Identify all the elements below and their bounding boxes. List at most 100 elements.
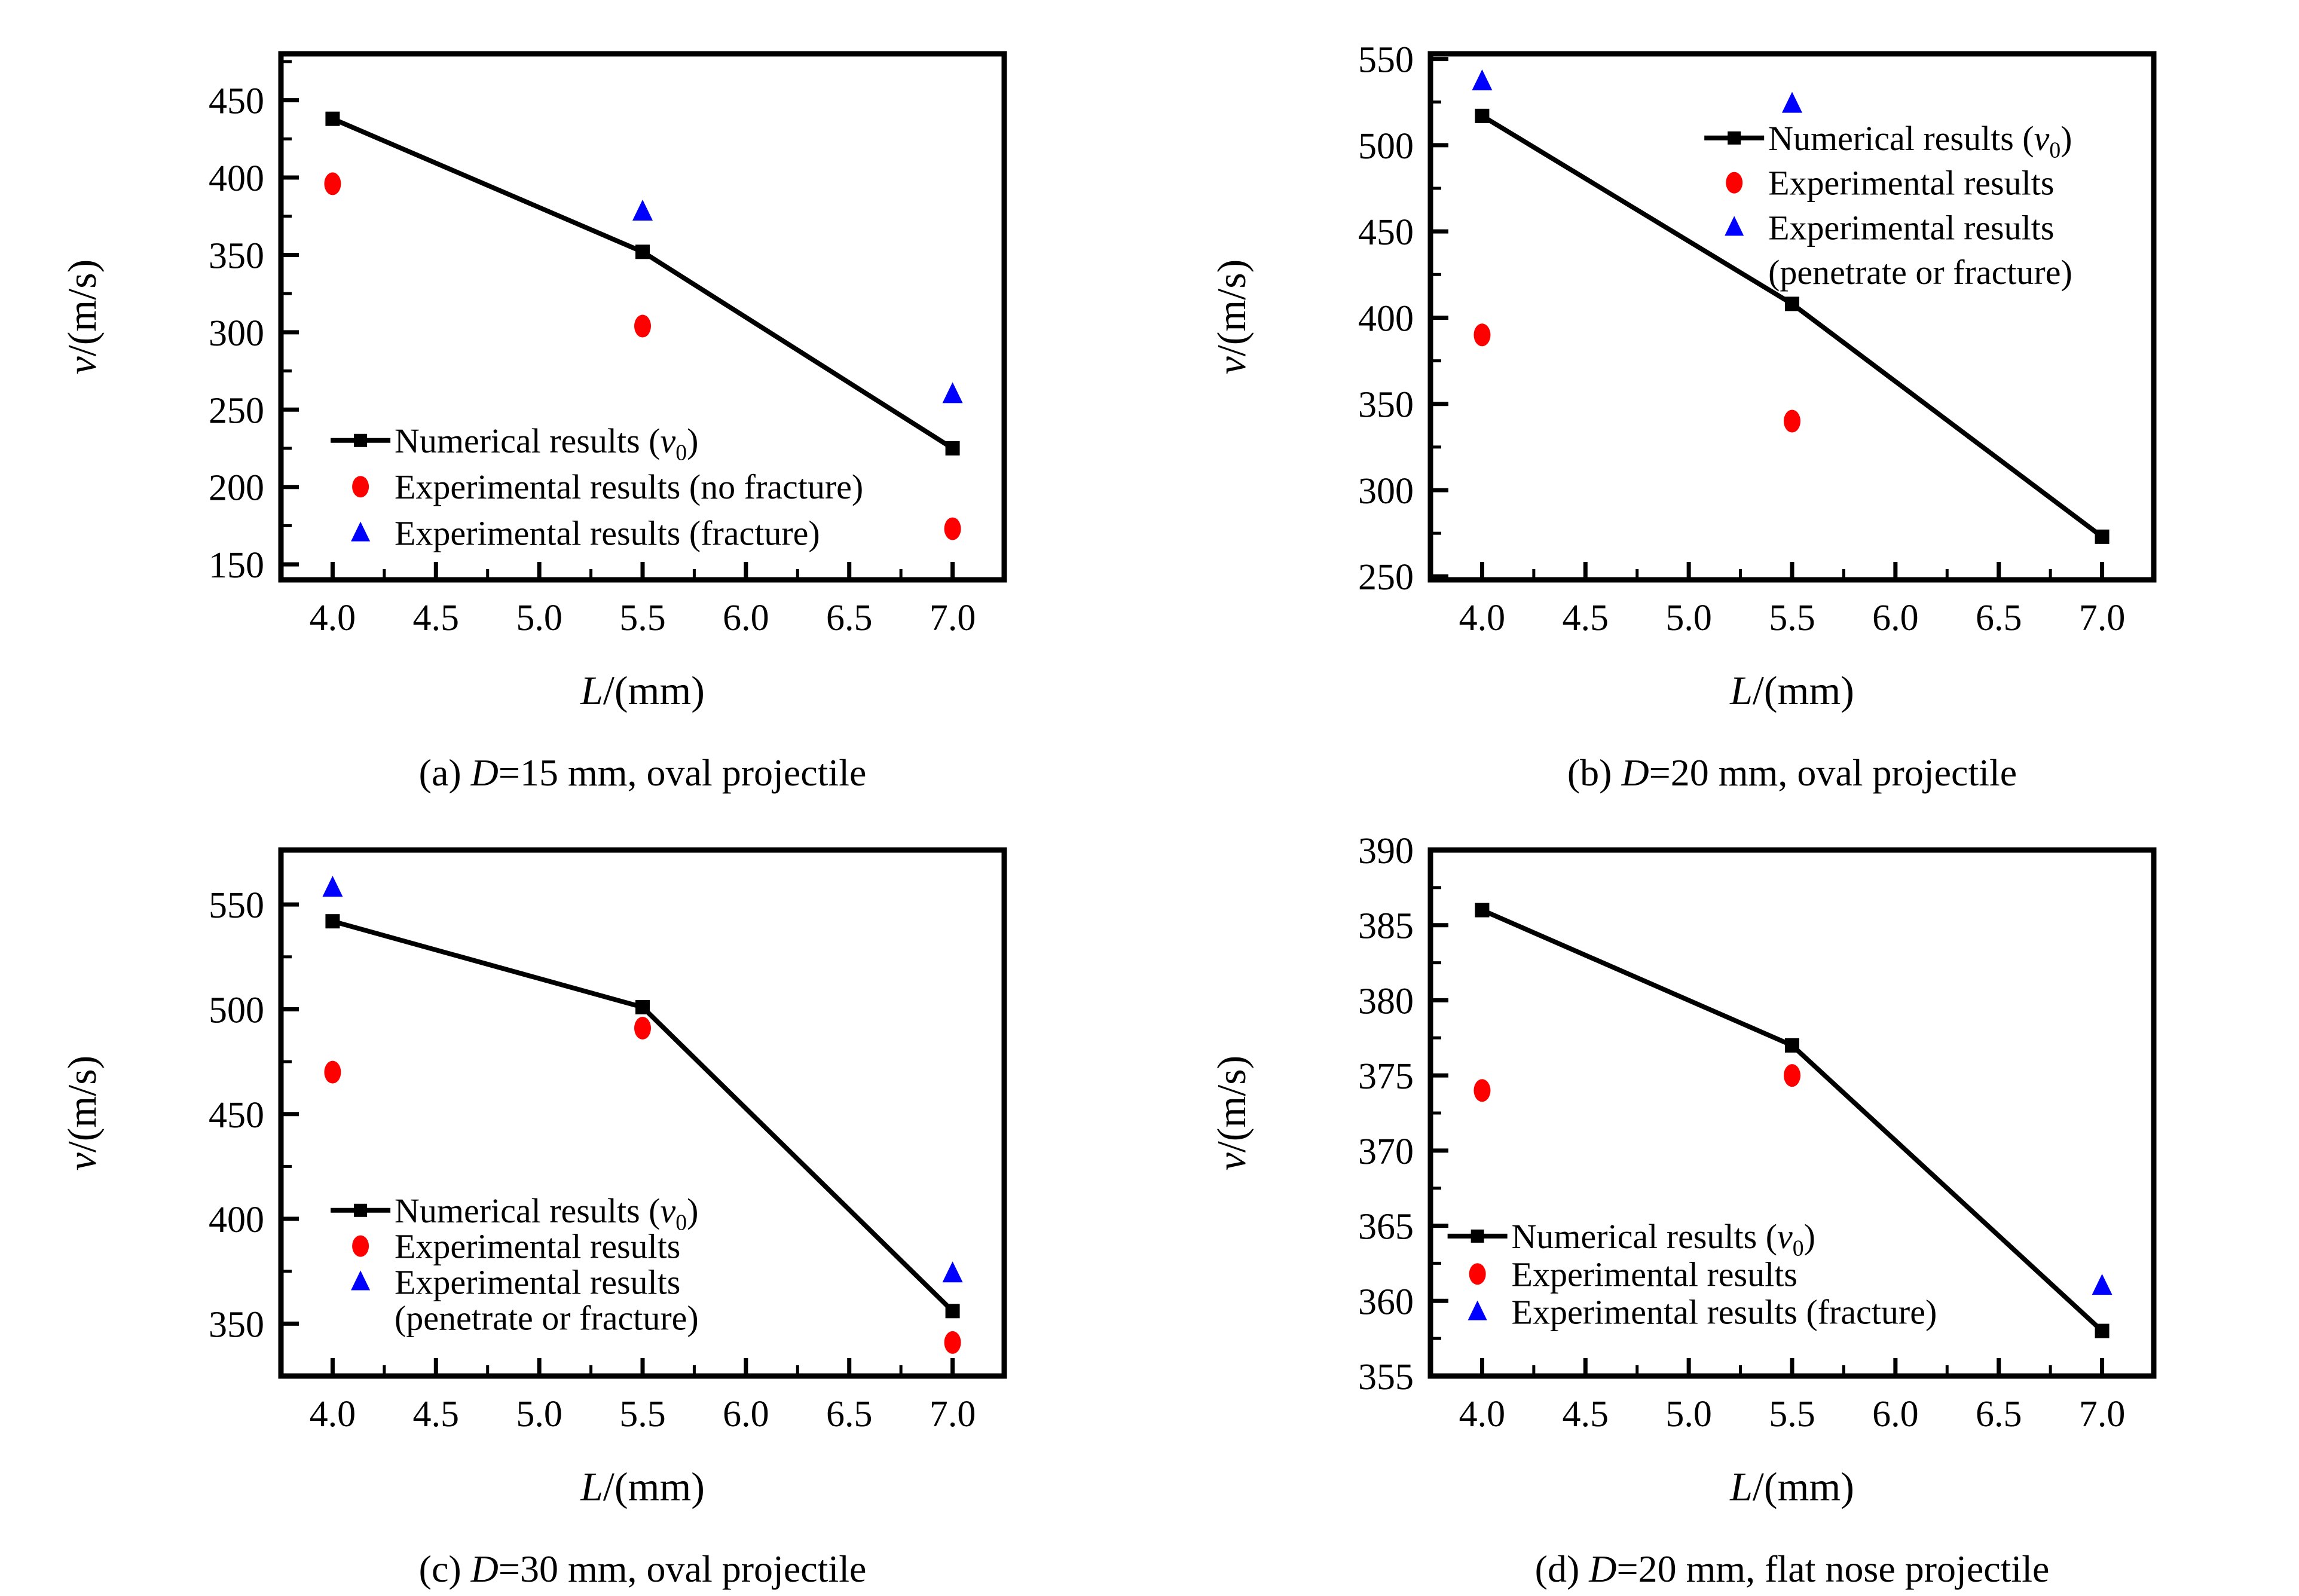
legend-numerical-square-icon — [354, 433, 368, 447]
legend-c: Numerical results (v0)Experimental resul… — [331, 1191, 699, 1337]
y-tick-label-150: 150 — [209, 545, 264, 586]
numerical-point-a-L5.5 — [635, 244, 650, 259]
y-axis-label-d: v/(m/s) — [1209, 1056, 1254, 1171]
y-tick-label-390: 390 — [1358, 831, 1414, 872]
legend-label-d-0: Numerical results (v0) — [1512, 1217, 1815, 1261]
fracture-point-c-L7 — [942, 1261, 963, 1283]
numerical-point-a-L4 — [325, 111, 340, 126]
fracture-point-a-L5.5 — [632, 200, 653, 221]
y-tick-label-550: 550 — [209, 885, 264, 926]
x-tick-label-7.0: 7.0 — [2079, 598, 2126, 638]
legend-label-c-3: (penetrate or fracture) — [395, 1298, 699, 1337]
axes-c: 350 400 450 500 550 4.0 4.5 5.0 5.5 6.0 6.5 7.0 — [209, 885, 976, 1435]
legend-label-b-0: Numerical results (v0) — [1768, 119, 2072, 163]
y-tick-label-450: 450 — [209, 1095, 264, 1136]
legend-red-dot-icon — [352, 476, 369, 498]
caption-c: (c) D=30 mm, oval projectile — [419, 1548, 867, 1590]
x-tick-label-5.5: 5.5 — [1769, 598, 1815, 638]
experimental-point-c-L5.5 — [634, 1017, 651, 1040]
legend-numerical-square-icon — [354, 1203, 368, 1217]
axes-d: 355 360 365 370 375 380 385 390 4.0 4.5 5.0 5.5 6.0 6… — [1358, 831, 2125, 1435]
legend-b: Numerical results (v0)Experimental resul… — [1704, 119, 2072, 292]
legend-label-b-1: Experimental results — [1768, 164, 2054, 203]
chart-b: 250 300 350 400 450 500 550 4.0 4.5 5.0 5.5 6.0 6.5 7… — [1150, 0, 2299, 796]
legend-red-dot-icon — [1726, 172, 1743, 194]
x-tick-label-4.0: 4.0 — [310, 598, 356, 638]
x-axis-label-d: L/(mm) — [1729, 1464, 1854, 1509]
x-tick-label-5.0: 5.0 — [1665, 1394, 1712, 1435]
numerical-point-b-L5.5 — [1785, 296, 1799, 311]
y-tick-label-370: 370 — [1358, 1132, 1414, 1172]
experimental-point-a-L5.5 — [634, 314, 651, 338]
x-tick-label-7.0: 7.0 — [930, 1394, 976, 1435]
legend-label-a-1: Experimental results (no fracture) — [395, 467, 863, 506]
numerical-point-d-L5.5 — [1785, 1038, 1799, 1053]
legend-label-c-1: Experimental results — [395, 1227, 680, 1266]
fracture-point-c-L4 — [322, 876, 343, 897]
experimental-point-d-L5.5 — [1784, 1064, 1800, 1087]
x-tick-label-4.5: 4.5 — [413, 1394, 460, 1435]
chart-a: 150 200 250 300 350 400 450 4.0 4.5 5.0 5.5 6.0 6.5 7… — [0, 0, 1150, 796]
y-tick-label-250: 250 — [209, 390, 264, 431]
x-axis-label-a: L/(mm) — [580, 668, 705, 713]
x-tick-label-6.0: 6.0 — [1872, 598, 1919, 638]
y-tick-label-375: 375 — [1358, 1056, 1414, 1097]
x-tick-label-6.5: 6.5 — [826, 1394, 873, 1435]
legend-numerical-square-icon — [1728, 131, 1741, 145]
x-tick-label-5.0: 5.0 — [516, 1394, 562, 1435]
experimental-point-b-L4 — [1473, 323, 1491, 347]
x-tick-label-4.5: 4.5 — [1563, 1394, 1609, 1435]
chart-c-svg: 350 400 450 500 550 4.0 4.5 5.0 5.5 6.0 6.5 7.0 L/(m… — [59, 847, 1007, 1590]
y-tick-label-450: 450 — [1358, 212, 1414, 253]
y-axis-label-a: v/(m/s) — [59, 259, 105, 375]
numerical-point-c-L4 — [325, 914, 340, 929]
legend-red-dot-icon — [352, 1235, 369, 1257]
x-tick-label-6.0: 6.0 — [723, 598, 769, 638]
y-tick-label-500: 500 — [209, 990, 264, 1031]
series-d — [1473, 903, 2112, 1338]
legend-label-c-2: Experimental results — [395, 1262, 680, 1301]
series-b — [1472, 69, 2110, 544]
fracture-point-b-L4 — [1472, 69, 1493, 91]
legend-label-c-0: Numerical results (v0) — [395, 1191, 698, 1236]
chart-c: 350 400 450 500 550 4.0 4.5 5.0 5.5 6.0 6.5 7.0 L/(m… — [0, 796, 1150, 1593]
y-tick-label-500: 500 — [1358, 126, 1414, 167]
x-tick-label-7.0: 7.0 — [930, 598, 976, 638]
x-tick-label-4.0: 4.0 — [1459, 1394, 1506, 1435]
numerical-point-b-L7 — [2095, 529, 2110, 544]
legend-a: Numerical results (v0)Experimental resul… — [331, 421, 863, 553]
y-tick-label-380: 380 — [1358, 981, 1414, 1022]
experimental-point-d-L4 — [1473, 1079, 1491, 1102]
y-tick-label-350: 350 — [209, 1304, 264, 1345]
numerical-point-c-L7 — [945, 1304, 960, 1319]
axes-b: 250 300 350 400 450 500 550 4.0 4.5 5.0 5.5 6.0 6.5 7… — [1358, 40, 2125, 638]
y-tick-label-400: 400 — [209, 1200, 264, 1240]
numerical-point-d-L4 — [1475, 903, 1490, 918]
legend-blue-triangle-icon — [1725, 216, 1744, 236]
chart-a-svg: 150 200 250 300 350 400 450 4.0 4.5 5.0 5.5 6.0 6.5 7… — [59, 51, 1007, 794]
x-tick-label-5.5: 5.5 — [619, 598, 666, 638]
legend-label-a-0: Numerical results (v0) — [395, 421, 698, 466]
y-tick-label-350: 350 — [209, 236, 264, 276]
x-tick-label-5.5: 5.5 — [1769, 1394, 1815, 1435]
numerical-point-d-L7 — [2095, 1323, 2110, 1338]
y-tick-label-400: 400 — [1358, 298, 1414, 339]
y-tick-label-200: 200 — [209, 468, 264, 509]
x-tick-label-5.0: 5.0 — [516, 598, 562, 638]
numerical-line-a — [331, 117, 954, 451]
caption-d: (d) D=20 mm, flat nose projectile — [1535, 1548, 2050, 1590]
numerical-point-a-L7 — [945, 441, 960, 455]
fracture-point-d-L7 — [2092, 1274, 2112, 1295]
x-tick-label-6.0: 6.0 — [723, 1394, 769, 1435]
y-axis-label-c: v/(m/s) — [59, 1056, 105, 1171]
legend-numerical-square-icon — [1470, 1229, 1484, 1243]
x-tick-label-5.0: 5.0 — [1665, 598, 1712, 638]
legend-red-dot-icon — [1469, 1263, 1486, 1285]
x-tick-label-6.5: 6.5 — [1976, 598, 2022, 638]
y-tick-label-385: 385 — [1358, 906, 1414, 947]
chart-d: 355 360 365 370 375 380 385 390 4.0 4.5 5.0 5.5 6.0 6… — [1150, 796, 2299, 1593]
axes-a: 150 200 250 300 350 400 450 4.0 4.5 5.0 5.5 6.0 6.5 7… — [209, 60, 976, 638]
x-tick-label-6.0: 6.0 — [1872, 1394, 1919, 1435]
caption-a: (a) D=15 mm, oval projectile — [419, 751, 867, 794]
